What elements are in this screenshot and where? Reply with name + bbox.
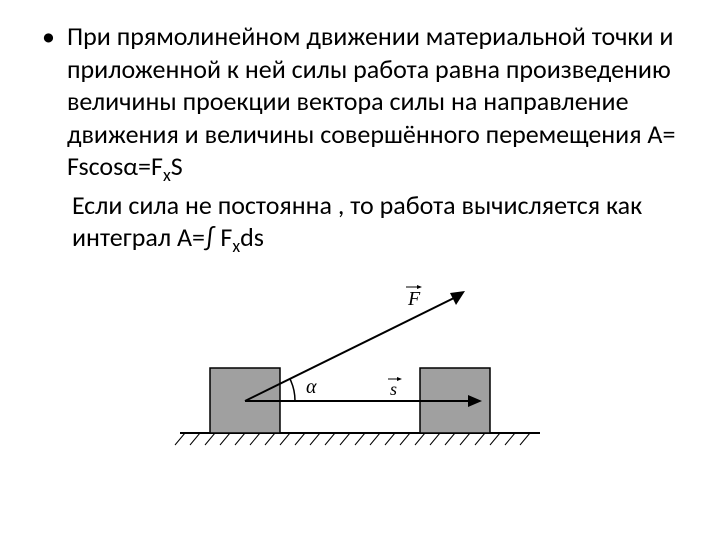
force-label: F (407, 288, 421, 310)
bullet-paragraph-1: • При прямолинейном движении материально… (30, 20, 690, 187)
text-segment-2: Если сила не постоянна , то работа вычис… (72, 189, 642, 254)
physics-diagram: α s F (170, 273, 550, 473)
text-segment-2-end: ds (240, 221, 264, 253)
displacement-label: s (390, 379, 397, 399)
continuation-paragraph: Если сила не постоянна , то работа вычис… (72, 189, 690, 258)
text-segment-1: При прямолинейном движении материальной … (67, 20, 675, 182)
subscript-2: х (232, 235, 240, 257)
angle-label: α (306, 376, 317, 398)
subscript-1: х (163, 164, 171, 186)
ground-hatching (175, 433, 530, 445)
s-vector-overline-arrow (397, 377, 402, 381)
bullet-marker: • (42, 20, 55, 53)
angle-arc (290, 379, 295, 401)
main-text-1: При прямолинейном движении материальной … (67, 20, 690, 187)
text-segment-1-end: S (171, 150, 183, 182)
diagram-svg: α s F (170, 273, 550, 473)
